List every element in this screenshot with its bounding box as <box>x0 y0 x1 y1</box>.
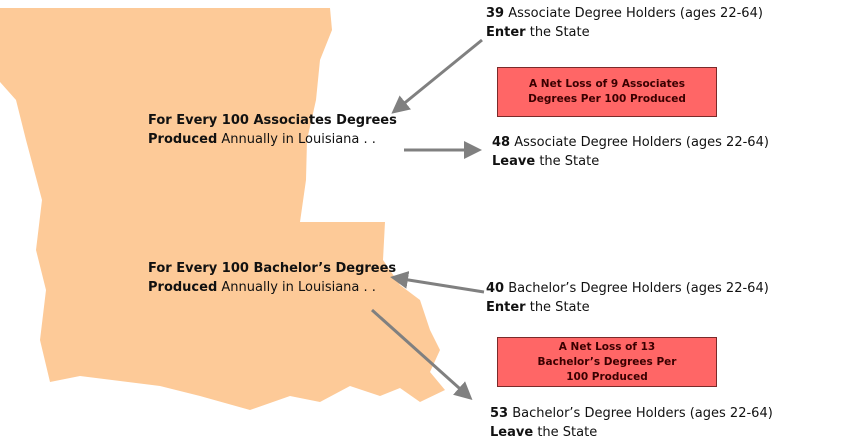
flow-text: 40 Bachelor’s Degree Holders (ages 22-64… <box>486 279 769 317</box>
arrow <box>370 308 473 401</box>
verb: Leave <box>492 154 536 169</box>
count: 48 <box>492 135 511 150</box>
label: the State <box>529 300 590 315</box>
count: 53 <box>490 406 509 421</box>
flow-text: 39 Associate Degree Holders (ages 22-64)… <box>486 4 763 42</box>
net-loss-box: A Net Loss of 9 Associates Degrees Per 1… <box>497 67 717 117</box>
arrow <box>391 38 483 114</box>
label: the State <box>539 154 600 169</box>
label: Bachelor’s Degree Holders (ages 22-64) <box>508 281 769 296</box>
louisiana-map <box>0 8 445 410</box>
label: Bachelor’s Degree Holders (ages 22-64) <box>512 406 773 421</box>
source-bold: For Every 100 Associates Degrees Produce… <box>148 113 397 147</box>
count: 39 <box>486 6 505 21</box>
flow-text: 48 Associate Degree Holders (ages 22-64)… <box>492 133 769 171</box>
label: Associate Degree Holders (ages 22-64) <box>508 6 763 21</box>
arrow <box>390 270 485 294</box>
source-rest: Annually in Louisiana . . <box>221 132 376 147</box>
count: 40 <box>486 281 505 296</box>
source-text: For Every 100 Bachelor’s Degrees Produce… <box>148 259 398 297</box>
verb: Enter <box>486 25 526 40</box>
label: Associate Degree Holders (ages 22-64) <box>514 135 769 150</box>
verb: Enter <box>486 300 526 315</box>
net-loss-box: A Net Loss of 13 Bachelor’s Degrees Per … <box>497 337 717 387</box>
verb: Leave <box>490 425 534 440</box>
source-text: For Every 100 Associates Degrees Produce… <box>148 111 398 149</box>
flow-text: 53 Bachelor’s Degree Holders (ages 22-64… <box>490 404 773 442</box>
label: the State <box>529 25 590 40</box>
label: the State <box>537 425 598 440</box>
source-bold: For Every 100 Bachelor’s Degrees Produce… <box>148 261 397 295</box>
source-rest: Annually in Louisiana . . <box>221 280 376 295</box>
